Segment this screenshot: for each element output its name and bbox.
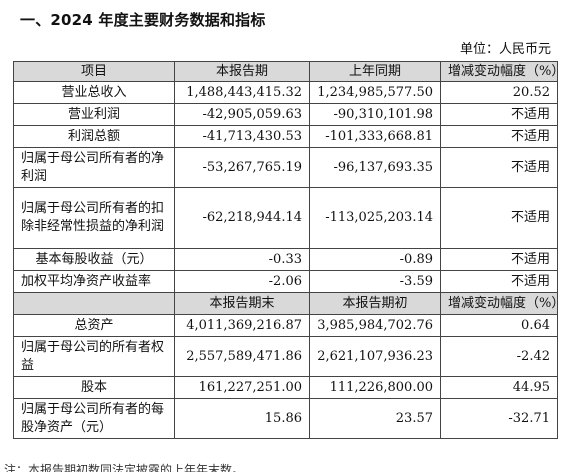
table-row: 加权平均净资产收益率 -2.06 -3.59 不适用	[13, 270, 558, 293]
previous-value: 111,226,800.00	[309, 376, 441, 399]
current-value: -2.06	[174, 270, 310, 293]
previous-value: -90,310,101.98	[309, 103, 441, 126]
change-value: 不适用	[440, 103, 558, 126]
change-value: 44.95	[440, 376, 558, 399]
current-value: -53,267,765.19	[174, 147, 310, 188]
current-value: 15.86	[174, 398, 310, 439]
previous-value: 1,234,985,577.50	[309, 81, 441, 104]
current-value: -42,905,059.63	[174, 103, 310, 126]
footnote: 注：本报告期初数同法定披露的上年年末数。	[4, 463, 245, 472]
previous-value: -3.59	[309, 270, 441, 293]
previous-value: 23.57	[309, 398, 441, 439]
row-label: 股本	[13, 376, 175, 399]
row-label: 营业利润	[13, 103, 175, 126]
previous-value: -113,025,203.14	[309, 187, 441, 249]
table-row: 归属于母公司所有者的扣除非经常性损益的净利润 -62,218,944.14 -1…	[13, 187, 558, 249]
currency-unit: 单位：人民币元	[459, 42, 551, 57]
section-heading: 一、2024 年度主要财务数据和指标	[20, 11, 266, 29]
table-row: 归属于母公司所有者的净利润 -53,267,765.19 -96,137,693…	[13, 147, 558, 188]
header-period-end: 本报告期末	[174, 292, 310, 315]
change-value: 0.64	[440, 314, 558, 337]
table-header-row: 项目 本报告期 上年同期 增减变动幅度（%）	[13, 61, 558, 82]
table-row: 利润总额 -41,713,430.53 -101,333,668.81 不适用	[13, 125, 558, 148]
row-label: 归属于母公司所有者的每股净资产（元）	[13, 398, 175, 439]
table-row: 股本 161,227,251.00 111,226,800.00 44.95	[13, 376, 558, 399]
table-row: 营业利润 -42,905,059.63 -90,310,101.98 不适用	[13, 103, 558, 126]
financial-data-table: 项目 本报告期 上年同期 增减变动幅度（%） 营业总收入 1,488,443,4…	[13, 61, 558, 439]
row-label: 基本每股收益（元）	[13, 248, 175, 271]
change-value: -32.71	[440, 398, 558, 439]
current-value: 2,557,589,471.86	[174, 336, 310, 377]
change-value: -2.42	[440, 336, 558, 377]
table-row: 归属于母公司所有者的每股净资产（元） 15.86 23.57 -32.71	[13, 398, 558, 439]
header-change-pct: 增减变动幅度（%）	[440, 292, 558, 315]
table-subheader-row: 本报告期末 本报告期初 增减变动幅度（%）	[13, 292, 558, 315]
current-value: -0.33	[174, 248, 310, 271]
row-label: 加权平均净资产收益率	[13, 270, 175, 293]
header-change-pct: 增减变动幅度（%）	[440, 61, 558, 82]
row-label: 总资产	[13, 314, 175, 337]
row-label: 归属于母公司所有者的扣除非经常性损益的净利润	[13, 187, 175, 249]
row-label: 营业总收入	[13, 81, 175, 104]
header-period-start: 本报告期初	[309, 292, 441, 315]
previous-value: -96,137,693.35	[309, 147, 441, 188]
change-value: 20.52	[440, 81, 558, 104]
current-value: 1,488,443,415.32	[174, 81, 310, 104]
change-value: 不适用	[440, 147, 558, 188]
previous-value: -0.89	[309, 248, 441, 271]
change-value: 不适用	[440, 270, 558, 293]
previous-value: -101,333,668.81	[309, 125, 441, 148]
header-item: 项目	[13, 61, 175, 82]
table-row: 基本每股收益（元） -0.33 -0.89 不适用	[13, 248, 558, 271]
current-value: -62,218,944.14	[174, 187, 310, 249]
change-value: 不适用	[440, 125, 558, 148]
row-label: 归属于母公司所有者的净利润	[13, 147, 175, 188]
table-row: 营业总收入 1,488,443,415.32 1,234,985,577.50 …	[13, 81, 558, 104]
change-value: 不适用	[440, 248, 558, 271]
previous-value: 2,621,107,936.23	[309, 336, 441, 377]
row-label: 利润总额	[13, 125, 175, 148]
table-row: 归属于母公司的所有者权益 2,557,589,471.86 2,621,107,…	[13, 336, 558, 377]
row-label: 归属于母公司的所有者权益	[13, 336, 175, 377]
header-prior-period: 上年同期	[309, 61, 441, 82]
current-value: 161,227,251.00	[174, 376, 310, 399]
header-blank	[13, 292, 175, 315]
current-value: 4,011,369,216.87	[174, 314, 310, 337]
table-row: 总资产 4,011,369,216.87 3,985,984,702.76 0.…	[13, 314, 558, 337]
previous-value: 3,985,984,702.76	[309, 314, 441, 337]
current-value: -41,713,430.53	[174, 125, 310, 148]
header-current-period: 本报告期	[174, 61, 310, 82]
change-value: 不适用	[440, 187, 558, 249]
